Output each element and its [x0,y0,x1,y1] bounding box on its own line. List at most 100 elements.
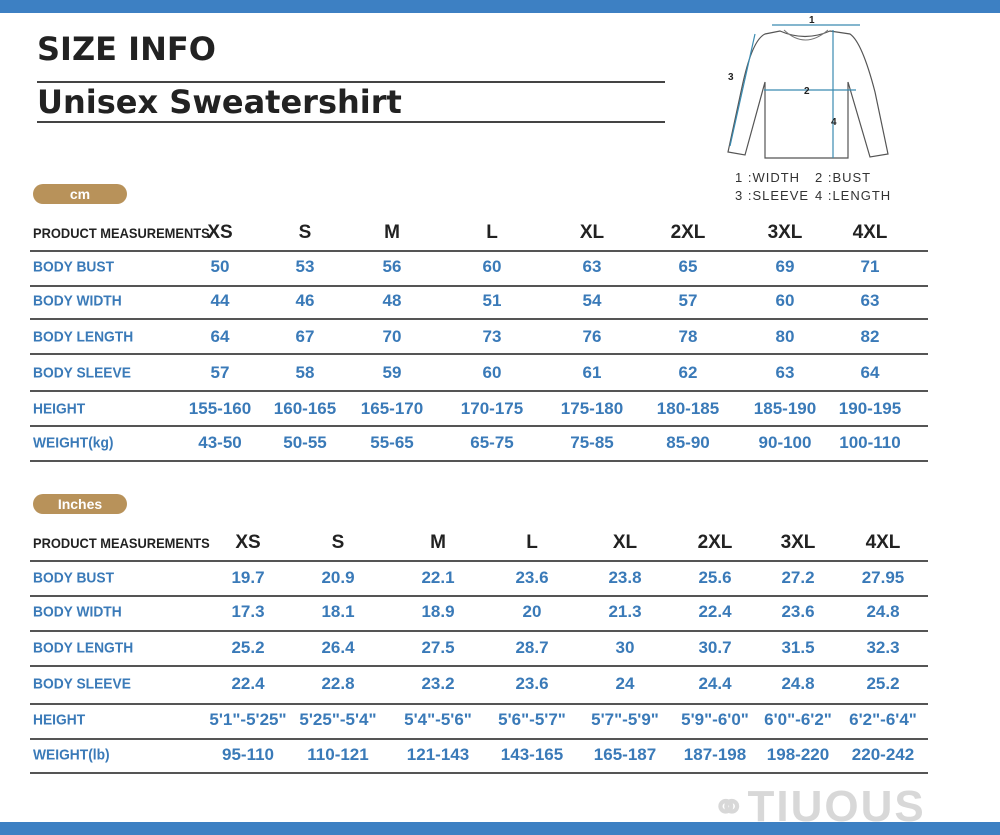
table-row: BODY LENGTH 64 67 70 73 76 78 80 82 [0,322,1000,352]
table-cell: 20 [522,602,542,621]
table-row: WEIGHT(kg) 43-50 50-55 55-65 65-75 75-85 85-90… [0,428,1000,458]
row-label: BODY WIDTH [33,603,122,621]
table-cell: 90-100 [758,433,812,452]
table-cell: 85-90 [666,433,710,452]
table-cell: 53 [295,257,315,276]
table-cell: 62 [678,363,698,382]
table-cell: 75-85 [570,433,614,452]
row-divider [30,595,928,597]
size-header: 3XL [767,222,803,243]
row-divider [30,772,928,774]
brand-watermark: ⚭TIUOUS [712,782,926,831]
table-cell: 73 [482,327,502,346]
table-cell: 6'0"-6'2" [764,710,832,729]
table-cell: 63 [775,363,795,382]
row-label: WEIGHT(lb) [33,746,110,764]
table-cell: 24 [615,674,635,693]
size-header: 2XL [697,532,733,553]
row-divider [30,425,928,427]
legend-sleeve: 3 :SLEEVE [735,188,810,203]
table-cell: 60 [482,363,502,382]
table-cell: 22.8 [321,674,355,693]
table-cell: 32.3 [866,638,900,657]
size-header: 4XL [865,532,901,553]
table-cell: 100-110 [839,433,901,452]
table-cell: 25.2 [866,674,900,693]
product-title: Unisex Sweatershirt [37,83,402,121]
diagram-label-1: 1 [809,15,815,26]
size-header: 2XL [670,222,706,243]
table-cell: 78 [678,327,698,346]
row-label: HEIGHT [33,711,86,729]
legend-length: 4 :LENGTH [815,188,892,203]
legend-width: 1 :WIDTH [735,170,801,185]
table-cell: 5'7"-5'9" [591,710,659,729]
table-cell: 110-121 [307,745,369,764]
table-cell: 27.2 [781,568,815,587]
table-cell: 187-198 [683,745,747,764]
diagram-label-3: 3 [728,72,734,83]
table-cell: 198-220 [766,745,830,764]
row-divider [30,665,928,667]
row-label: BODY BUST [33,569,115,587]
table-cell: 50 [210,257,230,276]
table-row: BODY BUST 19.7 20.9 22.1 23.6 23.8 25.6 27.2 27.… [0,563,1000,593]
table-cell: 26.4 [321,638,355,657]
table-row: BODY WIDTH 44 46 48 51 54 57 60 63 [0,286,1000,316]
table-cell: 23.8 [608,568,642,587]
table-cell: 24.8 [866,602,900,621]
table-cell: 27.95 [861,568,905,587]
table-row: HEIGHT 5'1"-5'25" 5'25"-5'4" 5'4"-5'6" 5'6"-… [0,705,1000,735]
table-cell: 43-50 [198,433,242,452]
row-label: WEIGHT(kg) [33,434,114,452]
table-row: BODY BUST 50 53 56 60 63 65 69 71 [0,252,1000,282]
table-cell: 175-180 [560,399,624,418]
table-cell: 24.4 [698,674,732,693]
table-cell: 143-165 [500,745,564,764]
table-cell: 23.6 [781,602,815,621]
size-header: L [486,222,498,243]
table-cell: 64 [860,363,880,382]
size-header: M [384,222,400,243]
table-cell: 18.1 [321,602,355,621]
size-header: XL [579,222,605,243]
table-cell: 22.1 [421,568,455,587]
table-cell: 23.6 [515,674,549,693]
table-cell: 170-175 [460,399,524,418]
size-header: 3XL [780,532,816,553]
top-bar [0,0,1000,13]
table-cell: 18.9 [421,602,455,621]
table-cell: 60 [482,257,502,276]
table-cell: 165-170 [360,399,424,418]
table-cell: 30 [615,638,635,657]
row-divider [30,703,928,705]
table-cell: 64 [210,327,230,346]
row-divider [30,630,928,632]
table-row: BODY WIDTH 17.3 18.1 18.9 20 21.3 22.4 23.6 24.8 [0,597,1000,627]
table-cell: 27.5 [421,638,455,657]
table-cell: 54 [582,291,602,310]
size-header: S [298,222,312,243]
row-divider [30,318,928,320]
table-cell: 220-242 [851,745,915,764]
table-row: BODY LENGTH 25.2 26.4 27.5 28.7 30 30.7 31.5 32.… [0,633,1000,663]
size-header: XL [612,532,638,553]
row-label: BODY LENGTH [33,639,134,657]
size-header: XS [207,222,233,243]
table-cell: 160-165 [273,399,337,418]
table-cell: 58 [295,363,315,382]
table-cell: 5'6"-5'7" [498,710,566,729]
table-row: WEIGHT(lb) 95-110 110-121 121-143 143-165 165… [0,740,1000,770]
size-header: 4XL [852,222,888,243]
divider [37,121,665,123]
table-cell: 48 [382,291,402,310]
table-cell: 5'25"-5'4" [299,710,377,729]
table-row: BODY SLEEVE 57 58 59 60 61 62 63 64 [0,358,1000,388]
bottom-bar [0,822,1000,835]
table-cell: 121-143 [406,745,470,764]
row-divider [30,460,928,462]
table-cell: 20.9 [321,568,355,587]
table-cell: 180-185 [656,399,720,418]
row-divider [30,353,928,355]
table-cell: 69 [775,257,795,276]
